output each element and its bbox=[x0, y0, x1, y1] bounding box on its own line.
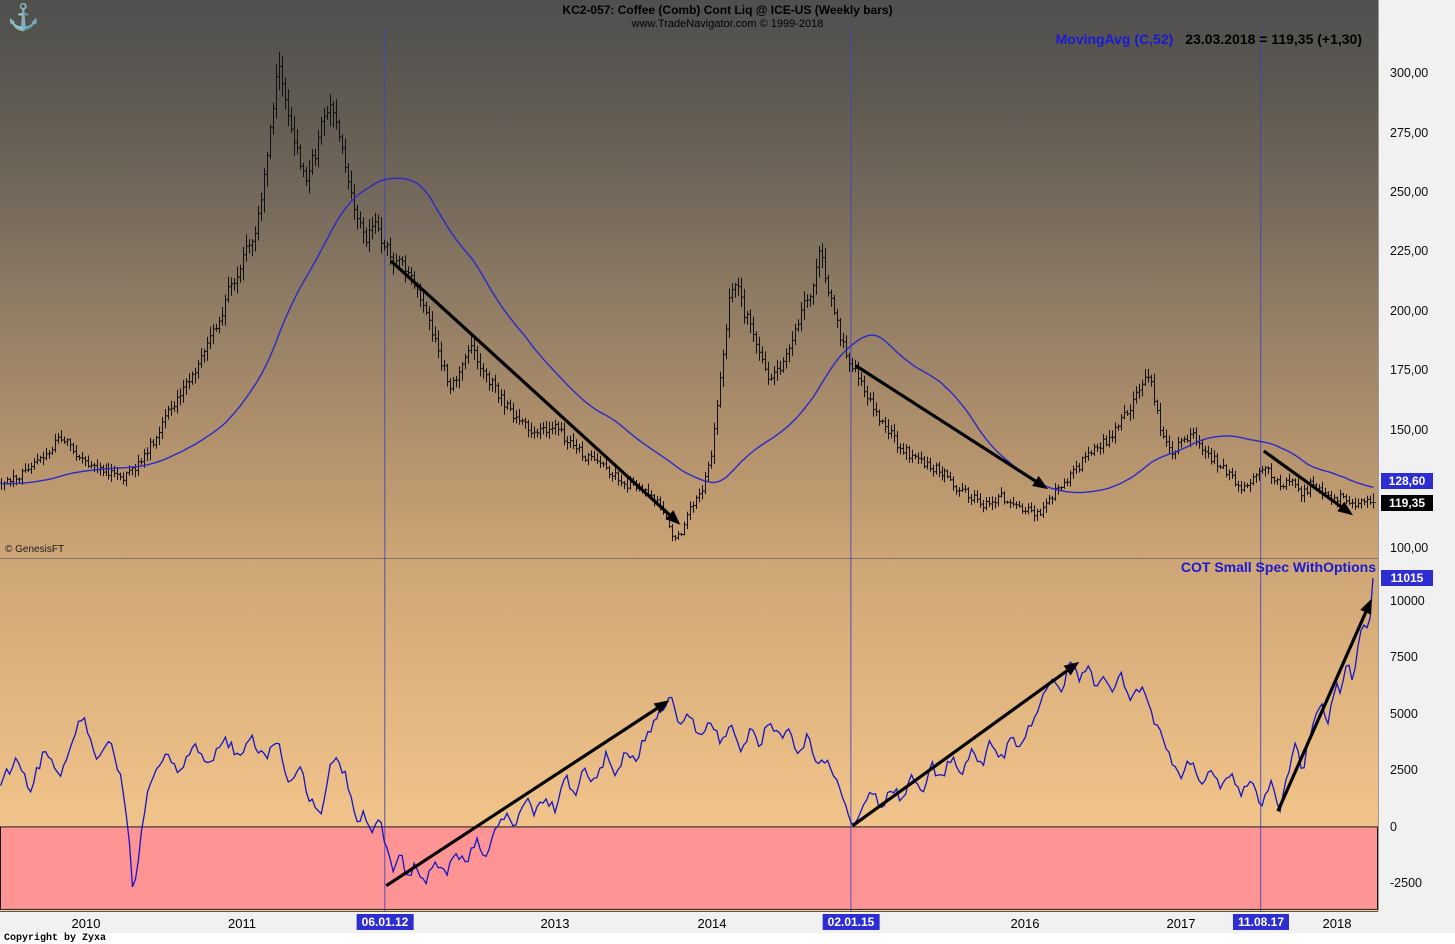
genesisft-watermark: © GenesisFT bbox=[5, 544, 65, 555]
trend-arrow-head bbox=[1063, 661, 1080, 676]
website-copyright: www.TradeNavigator.com © 1999-2018 bbox=[631, 18, 824, 30]
year-label: 2011 bbox=[228, 916, 256, 931]
footer-strip: Copyright by Zyxa bbox=[0, 933, 1455, 944]
cot-line bbox=[0, 577, 1374, 888]
cot-axis-label: 0 bbox=[1390, 819, 1397, 834]
cot-axis-label: -2500 bbox=[1390, 876, 1422, 891]
negative-zone bbox=[0, 826, 1378, 910]
time-axis: 2010 2011 2013 2014 2016 2017 2018 06.01.12 02.0… bbox=[0, 912, 1455, 933]
chart-title: KC2-057: Coffee (Comb) Cont Liq @ ICE-US… bbox=[562, 3, 893, 17]
trend-arrow-head bbox=[1032, 475, 1048, 490]
price-axis-label: 225,00 bbox=[1390, 244, 1429, 259]
price-bars bbox=[0, 51, 1376, 542]
trend-arrow bbox=[1276, 611, 1368, 812]
last-price-chip: 119,35 bbox=[1381, 494, 1433, 511]
date-marker-chip: 02.01.15 bbox=[822, 914, 880, 930]
indicator-name: MovingAvg (C,52) bbox=[1055, 31, 1174, 47]
moving-average-legend: MovingAvg (C,52) 23.03.2018 = 119,35 (+1,… bbox=[1056, 31, 1362, 47]
anchor-logo-icon: ⚓ bbox=[7, 2, 40, 32]
chart-header: KC2-057: Coffee (Comb) Cont Liq @ ICE-US… bbox=[0, 3, 1455, 30]
date-marker-chip: 06.01.12 bbox=[356, 914, 414, 930]
trend-arrow bbox=[1262, 449, 1342, 508]
cot-panel-title: COT Small Spec WithOptions bbox=[1180, 559, 1376, 575]
indicator-reading: 23.03.2018 = 119,35 (+1,30) bbox=[1185, 31, 1362, 47]
cot-axis-label: 5000 bbox=[1390, 706, 1418, 721]
price-axis-label: 200,00 bbox=[1390, 303, 1429, 318]
year-label: 2010 bbox=[71, 916, 101, 931]
trend-arrow-head bbox=[1337, 501, 1353, 516]
ma-value-chip: 128,60 bbox=[1381, 472, 1433, 489]
trend-arrow bbox=[385, 707, 658, 888]
year-label: 2014 bbox=[697, 916, 727, 931]
trend-arrow bbox=[854, 364, 1037, 483]
price-axis-label: 175,00 bbox=[1390, 363, 1429, 378]
date-marker-chip: 11.08.17 bbox=[1232, 914, 1290, 930]
year-label: 2018 bbox=[1322, 916, 1352, 931]
cot-value-chip: 11015 bbox=[1381, 569, 1433, 586]
price-axis-label: 100,00 bbox=[1390, 541, 1429, 556]
cot-axis-label: 7500 bbox=[1390, 650, 1418, 665]
year-label: 2017 bbox=[1166, 916, 1196, 931]
price-axis-label: 250,00 bbox=[1390, 184, 1429, 199]
cot-axis-label: 2500 bbox=[1390, 763, 1418, 778]
copyright-text: Copyright by Zyxa bbox=[4, 933, 107, 944]
price-axis-label: 300,00 bbox=[1390, 66, 1429, 81]
chart-background bbox=[0, 0, 1379, 912]
moving-average-line bbox=[1, 177, 1374, 494]
year-label: 2013 bbox=[540, 916, 570, 931]
trend-arrow bbox=[851, 669, 1069, 828]
year-label: 2016 bbox=[1010, 916, 1040, 931]
trend-arrow-head bbox=[1360, 598, 1372, 615]
trend-arrow bbox=[389, 259, 671, 516]
trend-arrow-head bbox=[653, 700, 670, 714]
price-axis-label: 275,00 bbox=[1390, 125, 1429, 140]
trend-arrow-head bbox=[665, 510, 681, 525]
cot-axis-label: 10000 bbox=[1390, 593, 1425, 608]
price-axis-label: 150,00 bbox=[1390, 422, 1429, 437]
price-axis: 300,00 275,00 250,00 225,00 200,00 175,00 150,… bbox=[1379, 0, 1455, 933]
